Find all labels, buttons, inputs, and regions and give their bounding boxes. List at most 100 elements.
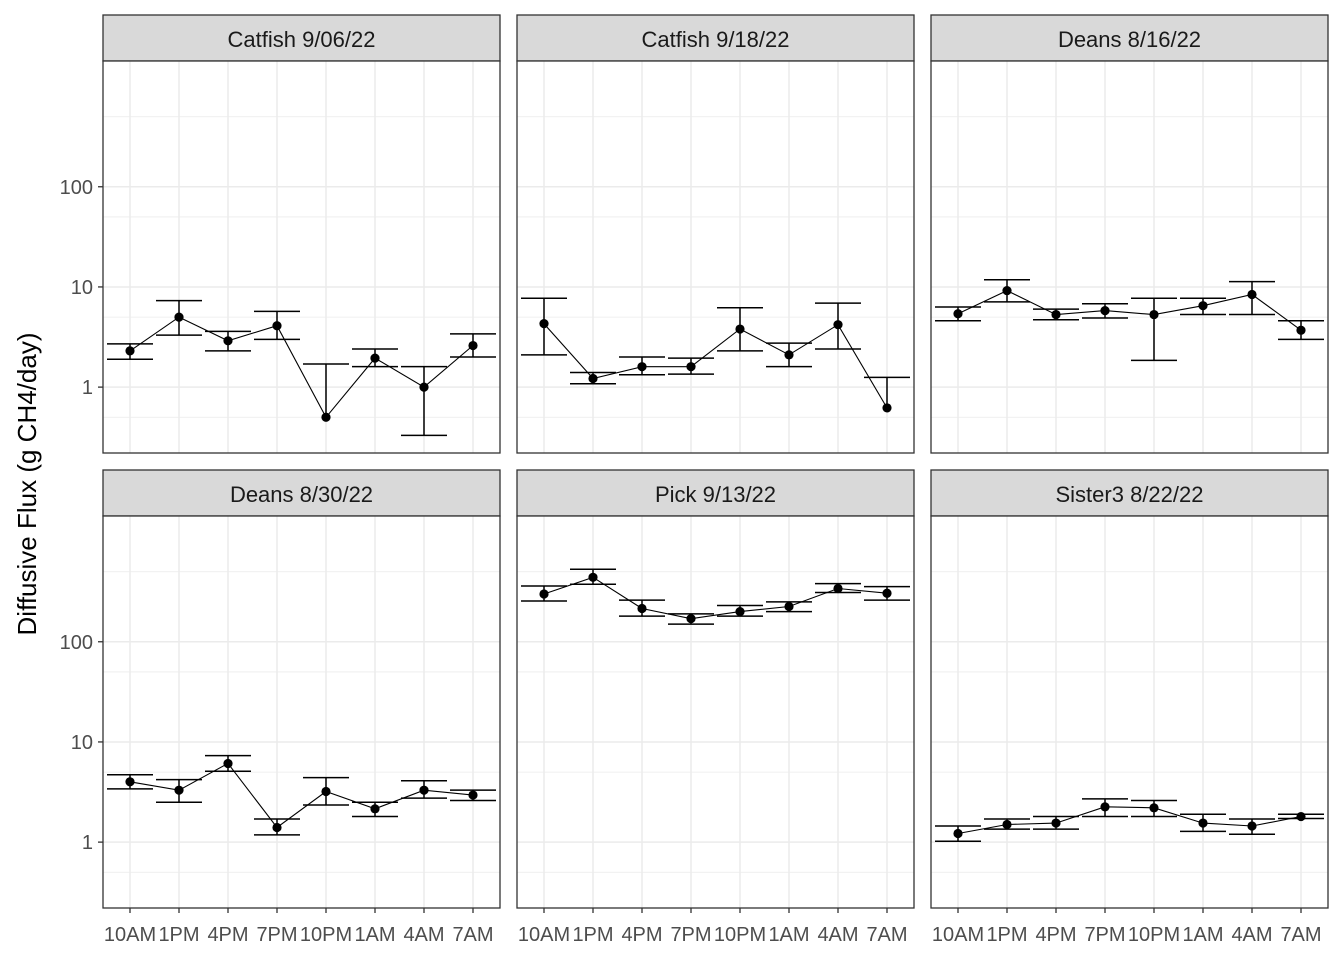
y-tick-label: 100 [60, 632, 93, 654]
data-point [588, 572, 598, 582]
panel-background [931, 516, 1328, 908]
y-tick-label: 100 [60, 177, 93, 199]
x-tick-label: 1AM [354, 924, 395, 946]
data-point [637, 362, 647, 372]
data-point [125, 346, 135, 356]
facet-title: Deans 8/16/22 [1058, 27, 1201, 52]
data-point [882, 403, 892, 413]
data-point [1247, 289, 1257, 300]
facet-panel: Catfish 9/18/22 [516, 14, 915, 454]
panel-border [102, 60, 501, 454]
facet-panel: Pick 9/13/22 10AM 1PM 4PM 7PM 10PM 1AM 4AM 7AM [516, 469, 915, 946]
x-tick-label: 4PM [1035, 924, 1076, 946]
x-tick-label: 4AM [817, 924, 858, 946]
x-tick-label: 10PM [300, 924, 352, 946]
data-point [125, 777, 135, 787]
data-point [588, 373, 598, 384]
data-point [223, 336, 233, 346]
data-point [1247, 821, 1257, 831]
data-point [272, 321, 282, 331]
data-point [1051, 818, 1061, 828]
facet-panel: Deans 8/30/22 1 10 100 10AM 1PM 4PM 7PM 10PM 1AM 4… [60, 469, 501, 946]
facet-title: Deans 8/30/22 [230, 482, 373, 507]
data-point [539, 319, 549, 329]
facet-panel: Sister3 8/22/22 10AM 1PM 4PM 7PM 10PM 1AM 4AM 7A… [930, 469, 1329, 946]
x-tick-label: 1PM [572, 924, 613, 946]
data-point [1100, 306, 1110, 316]
data-point [1296, 325, 1306, 335]
data-point [735, 606, 745, 617]
data-point [174, 312, 184, 322]
data-point [686, 614, 696, 624]
data-point [468, 340, 478, 351]
facet-strip [930, 14, 1329, 62]
data-point [833, 320, 843, 330]
data-point [419, 382, 429, 392]
data-point [1051, 309, 1061, 320]
facet-strip [102, 14, 501, 62]
x-tick-label: 7PM [256, 924, 297, 946]
facet-strip [516, 469, 915, 517]
data-point [686, 362, 696, 372]
data-point [784, 601, 794, 612]
x-tick-label: 7AM [866, 924, 907, 946]
data-point [882, 588, 892, 598]
x-tick-label: 1PM [986, 924, 1027, 946]
facet-title: Catfish 9/18/22 [642, 27, 790, 52]
y-tick-label: 1 [82, 832, 93, 854]
panel-background [931, 61, 1328, 453]
panel-background [517, 516, 914, 908]
data-point [1149, 309, 1159, 320]
data-point [953, 828, 963, 839]
data-point [833, 583, 843, 594]
data-point [1198, 818, 1208, 828]
data-point [1296, 811, 1306, 822]
data-point [953, 309, 963, 319]
x-tick-label: 10PM [1128, 924, 1180, 946]
y-tick-label: 10 [71, 732, 93, 754]
x-tick-label: 7PM [670, 924, 711, 946]
x-tick-label: 10AM [104, 924, 156, 946]
series-line [129, 762, 474, 829]
data-point [272, 822, 282, 833]
data-point [1100, 802, 1110, 812]
data-point [174, 785, 184, 795]
panel-border [516, 515, 915, 909]
panel-background [103, 61, 500, 453]
x-tick-label: 1PM [158, 924, 199, 946]
panel-border [930, 515, 1329, 909]
data-point [784, 350, 794, 360]
facet-panel: Catfish 9/06/22 1 10 100 [60, 14, 501, 454]
facet-title: Catfish 9/06/22 [228, 27, 376, 52]
data-point [468, 790, 478, 800]
panel-background [103, 516, 500, 908]
data-point [321, 786, 331, 797]
data-point [735, 324, 745, 334]
data-point [419, 785, 429, 795]
data-point [1002, 285, 1012, 296]
y-axis-title: Diffusive Flux (g CH4/day) [12, 333, 42, 636]
data-point [539, 589, 549, 599]
data-point [637, 603, 647, 614]
x-tick-label: 10PM [714, 924, 766, 946]
panel-border [102, 515, 501, 909]
data-point [1002, 819, 1012, 830]
x-tick-label: 1AM [1182, 924, 1223, 946]
x-tick-label: 7AM [1280, 924, 1321, 946]
y-tick-label: 10 [71, 277, 93, 299]
x-tick-label: 1AM [768, 924, 809, 946]
data-point [1198, 301, 1208, 311]
series-line [957, 806, 1302, 835]
x-tick-label: 10AM [518, 924, 570, 946]
panel-border [516, 60, 915, 454]
facet-title: Sister3 8/22/22 [1056, 482, 1204, 507]
panel-border [930, 60, 1329, 454]
data-point [321, 412, 331, 422]
x-tick-label: 4PM [207, 924, 248, 946]
facet-strip [516, 14, 915, 62]
x-tick-label: 7AM [452, 924, 493, 946]
series-line [543, 323, 888, 409]
y-tick-label: 1 [82, 377, 93, 399]
